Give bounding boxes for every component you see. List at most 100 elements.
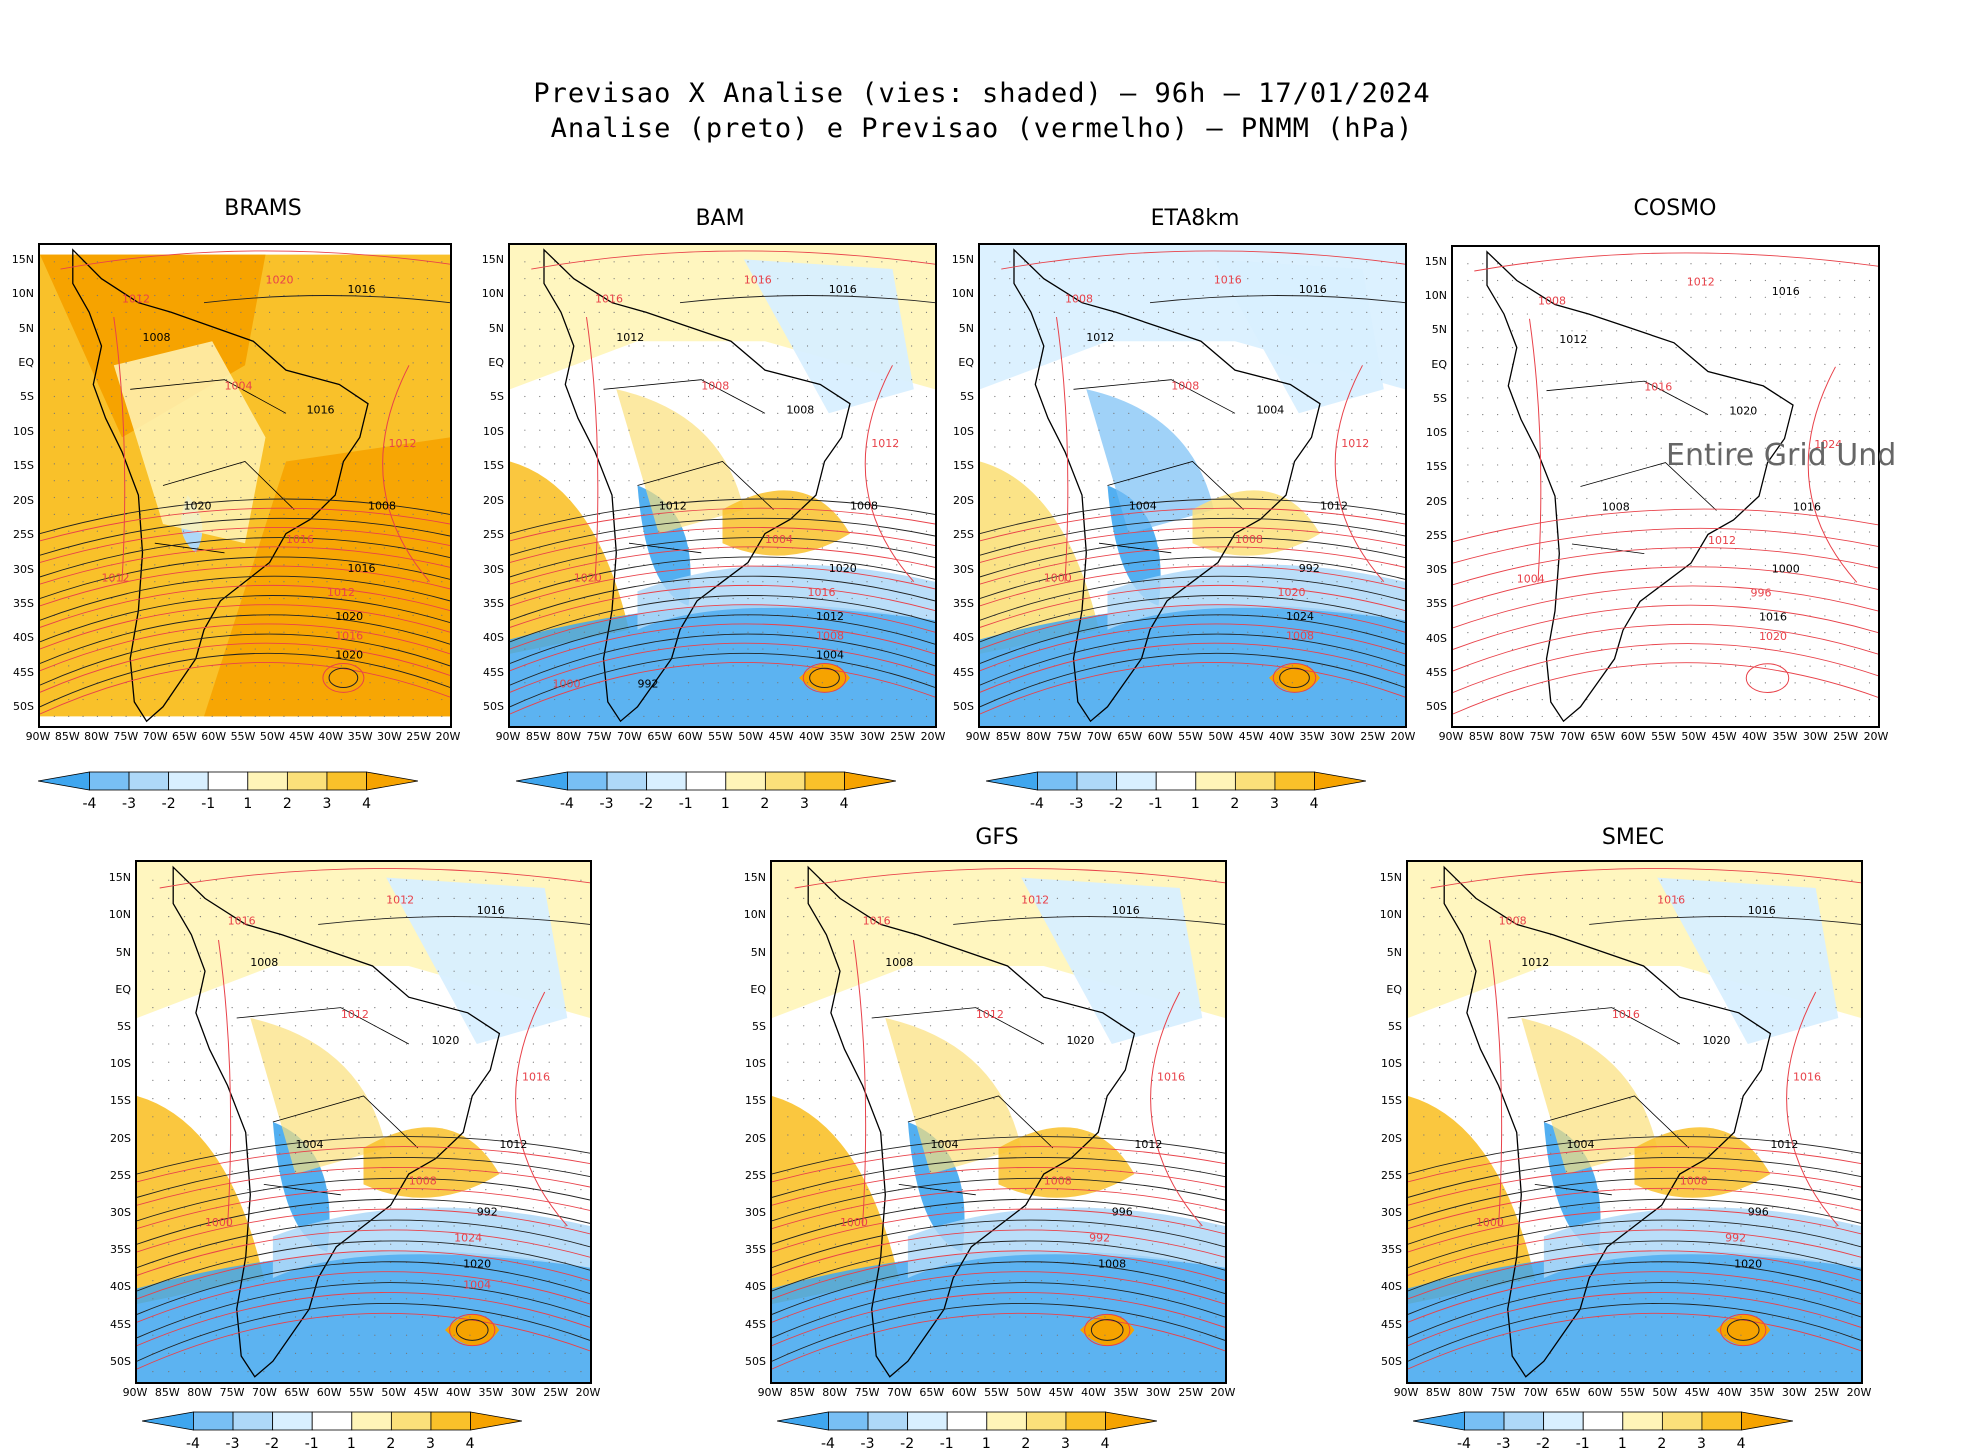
colorbar-segment: [1026, 1412, 1066, 1430]
colorbar-segment: [907, 1412, 947, 1430]
latitude-tick: 45S: [110, 1318, 131, 1331]
latitude-tick: EQ: [1431, 358, 1447, 371]
longitude-tick: 80W: [822, 1386, 847, 1399]
latitude-tick: 15N: [12, 253, 34, 266]
longitude-tick: 90W: [26, 730, 51, 743]
contour-label: 1000: [1044, 572, 1072, 585]
latitude-tick: 5S: [1388, 1020, 1402, 1033]
latitude-tick: 15S: [1426, 460, 1447, 473]
longitude-tick: 50W: [738, 730, 763, 743]
contour-label: 1008: [368, 500, 396, 513]
undefined-grid-text: Entire Grid Und: [1666, 438, 1896, 473]
colorbar-label: -3: [1497, 1436, 1511, 1452]
contour-label: 996: [1751, 587, 1772, 600]
contour-label: 1004: [765, 533, 793, 546]
latitude-tick: 45S: [953, 666, 974, 679]
colorbar-segment: [367, 772, 418, 790]
contour-label: 1012: [341, 1008, 369, 1021]
contour-label: 1012: [1521, 956, 1549, 969]
latitude-tick: 25S: [1426, 529, 1447, 542]
longitude-tick: 45W: [414, 1386, 439, 1399]
colorbar-label: -4: [560, 796, 574, 812]
longitude-tick: 55W: [1178, 730, 1203, 743]
colorbar-segment: [193, 1412, 233, 1430]
contour-label: 1016: [1299, 283, 1327, 296]
longitude-tick: 90W: [123, 1386, 148, 1399]
contour-label: 1008: [1171, 379, 1199, 392]
longitude-tick: 80W: [84, 730, 109, 743]
longitude-tick: 80W: [1026, 730, 1051, 743]
latitude-tick: 50S: [483, 700, 504, 713]
colorbar-segment: [1701, 1412, 1741, 1430]
latitude-tick: 5S: [752, 1020, 766, 1033]
contour-label: 1016: [863, 914, 891, 927]
contour-label: 1012: [1708, 534, 1736, 547]
latitude-tick: 15N: [482, 253, 504, 266]
colorbar-label: 4: [1310, 796, 1319, 812]
contour-label: 1008: [1235, 533, 1263, 546]
contour-label: 1016: [477, 904, 505, 917]
colorbar-label: 1: [347, 1436, 356, 1452]
colorbar-label: -1: [1576, 1436, 1590, 1452]
latitude-tick: 15S: [13, 459, 34, 472]
latitude-tick: EQ: [958, 356, 974, 369]
latitude-tick: 10S: [953, 425, 974, 438]
colorbar-segment: [287, 772, 327, 790]
colorbar-segment: [1065, 1412, 1105, 1430]
longitude-tick: 65W: [284, 1386, 309, 1399]
longitude-tick: 50W: [1652, 1386, 1677, 1399]
map-canvas: 1012101610161008101210201016101210081004…: [772, 862, 1225, 1382]
longitude-tick: 70W: [1523, 1386, 1548, 1399]
colorbar-label: -1: [201, 796, 215, 812]
contour-label: 992: [477, 1206, 498, 1219]
longitude-tick: 30W: [511, 1386, 536, 1399]
latitude-tick: 35S: [1381, 1243, 1402, 1256]
colorbar-segment: [1077, 772, 1117, 790]
latitude-tick: 10N: [482, 287, 504, 300]
colorbar-label: 3: [426, 1436, 435, 1452]
contour-label: 1004: [1256, 403, 1284, 416]
latitude-tick: 40S: [13, 631, 34, 644]
longitude-tick: 75W: [1530, 730, 1555, 743]
longitude-tick: 85W: [790, 1386, 815, 1399]
latitude-tick: 30S: [1426, 563, 1447, 576]
longitude-tick: 45W: [289, 730, 314, 743]
colorbar-segment: [1116, 772, 1156, 790]
latitude-tick: 45S: [1381, 1318, 1402, 1331]
longitude-tick: 40W: [1081, 1386, 1106, 1399]
longitude-tick: 60W: [678, 730, 703, 743]
contour-label: 1012: [1341, 437, 1369, 450]
latitude-tick: 5N: [489, 322, 504, 335]
latitude-tick: 10N: [952, 287, 974, 300]
panel-title: COSMO: [1525, 196, 1825, 221]
latitude-tick: 20S: [110, 1132, 131, 1145]
longitude-tick: 70W: [252, 1386, 277, 1399]
contour-label: 1012: [1320, 500, 1348, 513]
colorbar-segment: [1037, 772, 1077, 790]
latitude-tick: 10S: [1426, 426, 1447, 439]
colorbar-label: -3: [1070, 796, 1084, 812]
contour-label: 1012: [1687, 275, 1715, 288]
contour-label: 1016: [1112, 904, 1140, 917]
longitude-tick: 25W: [543, 1386, 568, 1399]
colorbar-segment: [470, 1412, 521, 1430]
contour-label: 1008: [1098, 1258, 1126, 1271]
latitude-tick: 35S: [1426, 597, 1447, 610]
latitude-tick: 20S: [953, 494, 974, 507]
latitude-tick: 15N: [952, 253, 974, 266]
longitude-tick: 65W: [1590, 730, 1615, 743]
latitude-tick: 5N: [1387, 946, 1402, 959]
colorbar-segment: [1662, 1412, 1702, 1430]
latitude-tick: 20S: [745, 1132, 766, 1145]
contour-label: 996: [1748, 1206, 1769, 1219]
latitude-tick: 45S: [13, 666, 34, 679]
contour-label: 1020: [463, 1258, 491, 1271]
longitude-tick: 80W: [187, 1386, 212, 1399]
